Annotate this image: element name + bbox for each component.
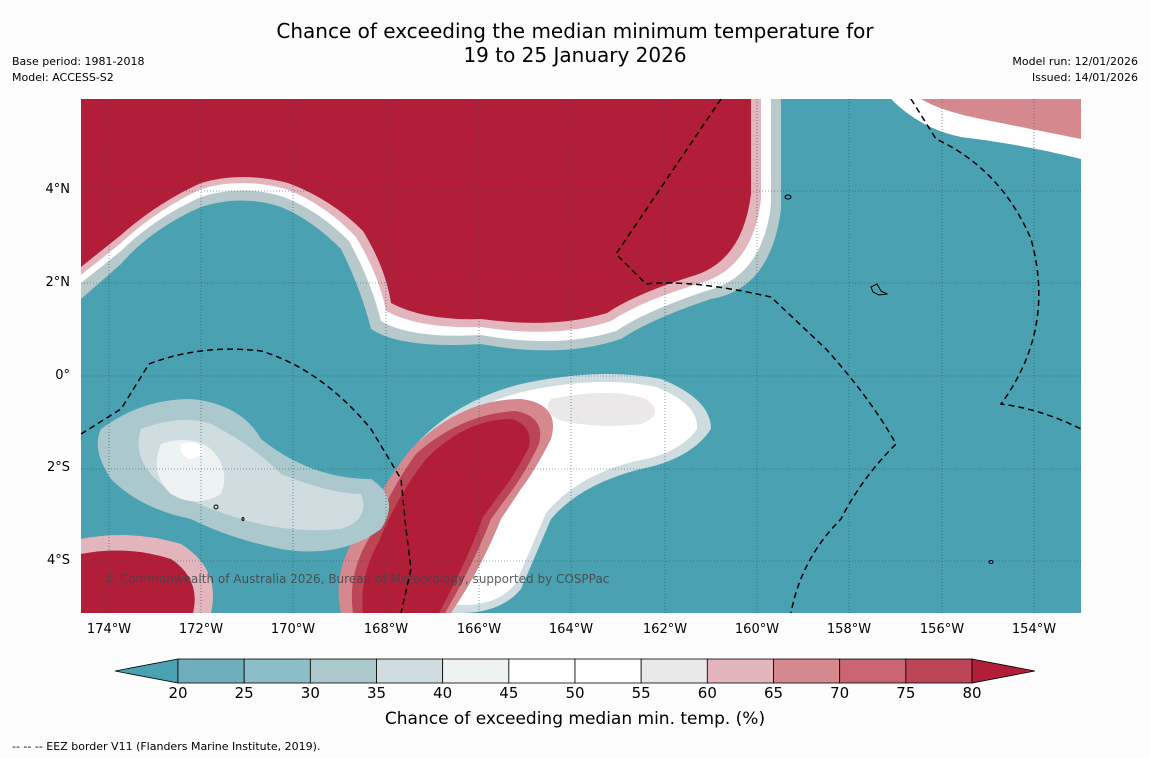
colorbar-tick-label: 50 — [565, 684, 585, 702]
southwest-neutral-patch — [97, 399, 390, 552]
north-warm-region — [81, 99, 781, 351]
lat-label-4n: 4°N — [45, 182, 71, 197]
model-name: Model: ACCESS-S2 — [12, 71, 114, 84]
lon-label-160w: 160°W — [734, 622, 780, 637]
northeast-warm-corner — [891, 99, 1081, 159]
southwest-warm-corner — [81, 535, 213, 613]
lon-label-158w: 158°W — [826, 622, 872, 637]
meta-right: Model run: 12/01/2026 Issued: 14/01/2026 — [1012, 54, 1138, 86]
colorbar-segment — [706, 658, 774, 684]
colorbar-segment — [508, 658, 576, 684]
colorbar-tick-label: 70 — [830, 684, 850, 702]
map-title-line2: 19 to 25 January 2026 — [463, 43, 687, 67]
colorbar-tick-label: 45 — [499, 684, 519, 702]
colorbar-segment — [243, 658, 311, 684]
colorbar-tick-label: 25 — [234, 684, 254, 702]
lon-label-156w: 156°W — [919, 622, 965, 637]
colorbar-tick-label: 60 — [697, 684, 717, 702]
lon-label-174w: 174°W — [86, 622, 132, 637]
lat-label-4s: 4°S — [46, 553, 70, 568]
central-warm-region — [338, 399, 553, 613]
eez-borders — [81, 99, 1081, 613]
lon-label-168w: 168°W — [363, 622, 409, 637]
map-title-line1: Chance of exceeding the median minimum t… — [276, 19, 874, 43]
colorbar-segment — [574, 658, 642, 684]
colorbar — [115, 658, 1035, 684]
base-period: Base period: 1981-2018 — [12, 55, 145, 68]
colorbar-arrow-high — [971, 658, 1035, 684]
colorbar-segment — [839, 658, 907, 684]
lat-label-0: 0° — [55, 368, 70, 383]
copyright-note: © Commonwealth of Australia 2026, Bureau… — [104, 572, 610, 586]
colorbar-arrow-low — [115, 658, 179, 684]
colorbar-tick-label: 80 — [962, 684, 982, 702]
colorbar-label: Chance of exceeding median min. temp. (%… — [384, 709, 766, 729]
lat-label-2n: 2°N — [45, 275, 71, 290]
colorbar-segment — [442, 658, 510, 684]
islands — [213, 194, 994, 564]
colorbar-tick-label: 40 — [433, 684, 453, 702]
colorbar-segment — [376, 658, 444, 684]
lon-label-162w: 162°W — [642, 622, 688, 637]
meta-left: Base period: 1981-2018 Model: ACCESS-S2 — [12, 54, 144, 86]
lon-label-166w: 166°W — [456, 622, 502, 637]
lon-label-172w: 172°W — [178, 622, 224, 637]
colorbar-tick-label: 75 — [896, 684, 916, 702]
colorbar-segment — [773, 658, 841, 684]
colorbar-segment — [905, 658, 973, 684]
lat-label-2s: 2°S — [46, 460, 70, 475]
colorbar-segment — [177, 658, 245, 684]
colorbar-tick-label: 30 — [300, 684, 320, 702]
colorbar-segment — [640, 658, 708, 684]
lon-label-164w: 164°W — [548, 622, 594, 637]
colorbar-tick-label: 65 — [763, 684, 784, 702]
colorbar-tick-label: 20 — [168, 684, 188, 702]
issued-date: Issued: 14/01/2026 — [1031, 71, 1138, 84]
probability-map: © Commonwealth of Australia 2026, Bureau… — [81, 99, 1081, 613]
model-run: Model run: 12/01/2026 — [1012, 55, 1138, 68]
colorbar-segment — [309, 658, 377, 684]
colorbar-tick-label: 35 — [366, 684, 387, 702]
colorbar-tick-label: 55 — [631, 684, 651, 702]
lon-label-154w: 154°W — [1011, 622, 1057, 637]
eez-footnote: -- -- -- EEZ border V11 (Flanders Marine… — [12, 740, 321, 753]
lon-label-170w: 170°W — [270, 622, 316, 637]
map-field — [81, 99, 1081, 613]
